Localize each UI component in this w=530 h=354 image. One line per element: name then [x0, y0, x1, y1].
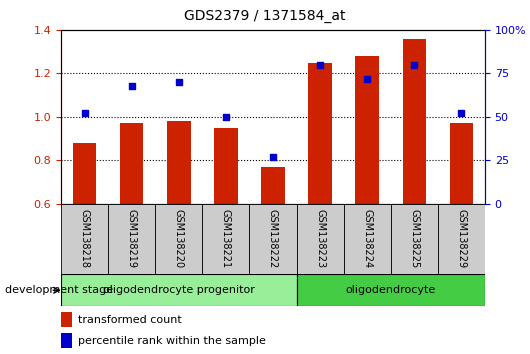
- Text: GSM138222: GSM138222: [268, 209, 278, 269]
- Point: [127, 83, 136, 88]
- Text: percentile rank within the sample: percentile rank within the sample: [78, 336, 266, 346]
- Text: GSM138218: GSM138218: [80, 210, 90, 268]
- Bar: [73, 143, 96, 204]
- Bar: [296, 274, 485, 306]
- Point: [222, 114, 230, 120]
- Point: [410, 62, 419, 68]
- Bar: [296, 204, 343, 274]
- Bar: [167, 121, 190, 204]
- Text: oligodendrocyte: oligodendrocyte: [346, 285, 436, 295]
- Text: development stage: development stage: [5, 285, 113, 295]
- Text: GSM138219: GSM138219: [127, 210, 137, 268]
- Text: GSM138225: GSM138225: [409, 209, 419, 269]
- Bar: [402, 39, 426, 204]
- Point: [80, 110, 89, 116]
- Text: GSM138229: GSM138229: [456, 209, 466, 269]
- Bar: [343, 204, 391, 274]
- Text: GSM138223: GSM138223: [315, 209, 325, 269]
- Bar: [61, 274, 296, 306]
- Point: [457, 110, 466, 116]
- Bar: [155, 204, 202, 274]
- Text: GDS2379 / 1371584_at: GDS2379 / 1371584_at: [184, 9, 346, 23]
- Bar: [449, 123, 473, 204]
- Point: [269, 154, 277, 160]
- Bar: [250, 204, 296, 274]
- Bar: [438, 204, 485, 274]
- Bar: [214, 128, 237, 204]
- Bar: [261, 167, 285, 204]
- Bar: [61, 333, 72, 348]
- Point: [363, 76, 372, 81]
- Bar: [308, 63, 332, 204]
- Bar: [356, 56, 379, 204]
- Bar: [120, 123, 144, 204]
- Point: [316, 62, 324, 68]
- Text: transformed count: transformed count: [78, 315, 182, 325]
- Bar: [108, 204, 155, 274]
- Bar: [61, 312, 72, 327]
- Text: GSM138224: GSM138224: [362, 209, 372, 269]
- Bar: [391, 204, 438, 274]
- Text: GSM138221: GSM138221: [221, 209, 231, 269]
- Text: GSM138220: GSM138220: [174, 209, 184, 269]
- Point: [174, 79, 183, 85]
- Bar: [202, 204, 250, 274]
- Text: oligodendrocyte progenitor: oligodendrocyte progenitor: [103, 285, 255, 295]
- Bar: [61, 204, 108, 274]
